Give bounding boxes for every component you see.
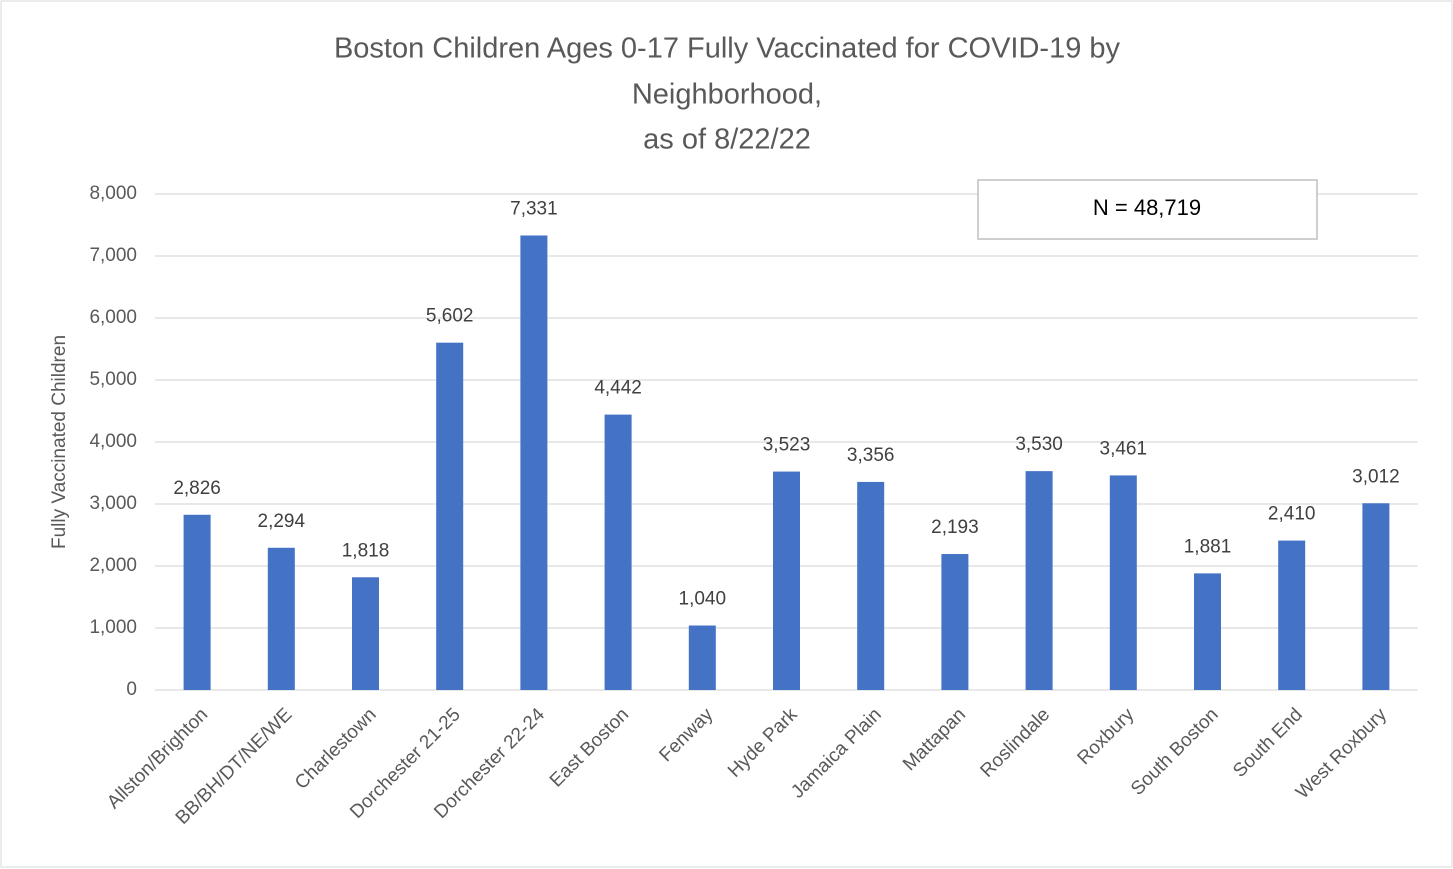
annotation-box — [977, 179, 1318, 240]
y-tick-label: 7,000 — [89, 245, 137, 266]
y-tick-label: 8,000 — [89, 183, 137, 204]
chart-title: Boston Children Ages 0-17 Fully Vaccinat… — [334, 33, 1121, 65]
data-label: 4,442 — [594, 378, 642, 399]
bar — [604, 414, 632, 690]
bar — [520, 235, 548, 690]
data-label: 1,818 — [342, 540, 390, 561]
data-label: 3,012 — [1352, 466, 1400, 487]
bar — [183, 514, 211, 690]
chart-title: Neighborhood, — [632, 79, 822, 111]
data-label: 7,331 — [510, 198, 558, 219]
y-tick-label: 6,000 — [89, 307, 137, 328]
y-tick-label: 3,000 — [89, 493, 137, 514]
data-label: 1,040 — [679, 589, 727, 610]
y-tick-label: 4,000 — [89, 431, 137, 452]
chart-title: as of 8/22/22 — [643, 124, 811, 156]
bar — [857, 481, 885, 690]
data-label: 3,356 — [847, 445, 895, 466]
data-label: 1,881 — [1184, 536, 1232, 557]
y-tick-label: 1,000 — [89, 617, 137, 638]
y-axis-label: Fully Vaccinated Children — [49, 335, 70, 549]
bar — [1194, 573, 1221, 690]
bar — [1025, 471, 1053, 690]
y-tick-label: 0 — [126, 679, 137, 700]
data-label: 5,602 — [426, 306, 474, 327]
bar — [1278, 540, 1306, 690]
data-label: 3,523 — [763, 435, 811, 456]
data-label: 3,530 — [1015, 434, 1063, 455]
bar — [267, 547, 295, 690]
bar — [941, 554, 969, 690]
y-tick-label: 5,000 — [89, 369, 137, 390]
bar — [436, 342, 464, 690]
y-tick-label: 2,000 — [89, 555, 137, 576]
bar — [352, 577, 379, 690]
bar — [688, 625, 716, 690]
bar — [1362, 503, 1390, 690]
annotation: N = 48,719 — [1093, 195, 1201, 220]
data-label: 2,826 — [173, 478, 221, 499]
data-label: 2,410 — [1268, 504, 1316, 525]
data-label: 3,461 — [1100, 438, 1148, 459]
bar — [773, 471, 800, 690]
bar — [1109, 475, 1137, 690]
data-label: 2,193 — [931, 517, 979, 538]
data-label: 2,294 — [258, 511, 306, 532]
